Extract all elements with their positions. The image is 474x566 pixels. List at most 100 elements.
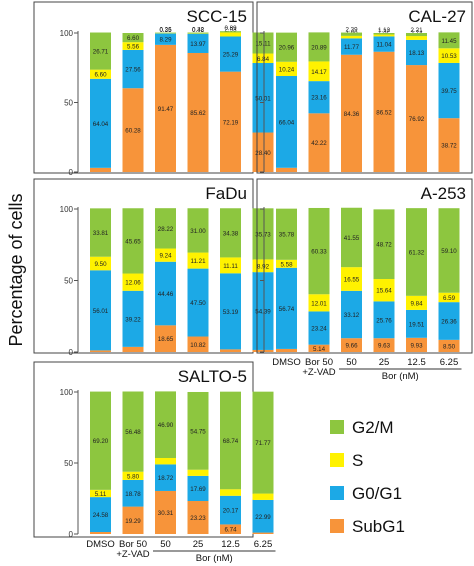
panel-title: SCC-15 bbox=[187, 7, 247, 26]
data-label: 2.93 bbox=[224, 26, 237, 33]
bar-segment-g0-g1 bbox=[220, 273, 241, 350]
data-label: 5.80 bbox=[127, 473, 140, 480]
y-tick-label: 50 bbox=[64, 277, 73, 286]
data-label: 13.97 bbox=[190, 41, 206, 48]
data-label: 48.72 bbox=[376, 242, 392, 249]
bar-segment-g0-g1 bbox=[90, 497, 111, 533]
bar-segment-s bbox=[220, 32, 241, 37]
panel-frame bbox=[256, 178, 473, 354]
data-label: 18.65 bbox=[158, 336, 174, 343]
bar-segment-s bbox=[220, 489, 241, 496]
data-label: 60.28 bbox=[125, 128, 141, 135]
bar-segment-s bbox=[187, 252, 209, 269]
data-label: 35.78 bbox=[279, 232, 295, 239]
bar-segment-s bbox=[187, 469, 209, 476]
bar-segment-s bbox=[308, 61, 330, 82]
bar-segment-g2-m bbox=[187, 391, 209, 470]
bar-segment-s bbox=[438, 48, 460, 63]
x-tick-label: +Z-VAD bbox=[302, 367, 335, 378]
data-label: 72.19 bbox=[223, 119, 239, 126]
bar-segment-g2-m bbox=[406, 208, 427, 296]
bar-segment-g0-g1 bbox=[308, 311, 330, 345]
data-label: 5.14 bbox=[313, 346, 326, 353]
bar-segment-s bbox=[406, 36, 427, 40]
bar-segment-s bbox=[122, 471, 144, 480]
bar-segment-g2-m bbox=[220, 31, 241, 33]
data-label: 9.63 bbox=[378, 343, 391, 350]
data-label: 12.06 bbox=[125, 280, 141, 287]
bar-segment-subg1 bbox=[276, 348, 297, 352]
bar-segment-g0-g1 bbox=[155, 464, 176, 491]
data-label: 23.24 bbox=[311, 326, 327, 333]
data-label: 46.90 bbox=[158, 422, 174, 429]
data-label: 85.62 bbox=[190, 110, 206, 117]
data-label: 69.20 bbox=[93, 438, 109, 445]
data-label: 66.04 bbox=[279, 119, 295, 126]
legend-swatch bbox=[330, 519, 344, 533]
data-label: 39.75 bbox=[441, 88, 457, 95]
bar-segment-s bbox=[122, 42, 144, 50]
data-label: 53.19 bbox=[223, 309, 239, 316]
bar-segment-g2-m bbox=[308, 32, 330, 62]
data-label: 59.10 bbox=[441, 248, 457, 255]
bar-segment-g2-m bbox=[122, 208, 144, 274]
x-tick-label: 6.25 bbox=[440, 357, 459, 368]
data-label: 9.84 bbox=[410, 300, 423, 307]
bar-segment-subg1 bbox=[187, 336, 209, 352]
bar-segment-subg1 bbox=[252, 532, 274, 534]
data-label: 26.36 bbox=[441, 318, 457, 325]
x-tick-label: DMSO bbox=[272, 357, 301, 368]
y-tick-label: 100 bbox=[60, 205, 74, 214]
bar-segment-s bbox=[90, 489, 111, 498]
bar-segment-s bbox=[276, 259, 297, 268]
bar-segment-g0-g1 bbox=[252, 499, 274, 533]
panel-frame bbox=[256, 1, 473, 174]
data-label: 1.12 bbox=[378, 27, 391, 34]
bar-segment-s bbox=[308, 294, 330, 312]
data-label: 20.89 bbox=[311, 44, 327, 51]
bar-segment-subg1 bbox=[341, 338, 362, 352]
bar-segment-g2-m bbox=[90, 391, 111, 490]
bar-segment-g0-g1 bbox=[308, 81, 330, 114]
bar-segment-g0-g1 bbox=[406, 39, 427, 66]
data-label: 11.04 bbox=[376, 42, 392, 49]
data-label: 15.11 bbox=[255, 41, 271, 48]
legend-label: SubG1 bbox=[352, 517, 405, 536]
bar-segment-s bbox=[373, 34, 395, 37]
bar-segment-g0-g1 bbox=[438, 302, 460, 340]
legend: G2/M S G0/G1 SubG1 bbox=[330, 418, 405, 536]
bar-segment-g2-m bbox=[252, 32, 274, 54]
data-label: 25.76 bbox=[376, 317, 392, 324]
bar-segment-subg1 bbox=[187, 501, 209, 534]
y-tick-label: 50 bbox=[64, 459, 73, 468]
data-label: 56.48 bbox=[125, 429, 141, 436]
y-tick-label: 100 bbox=[60, 29, 74, 38]
bar-segment-g2-m bbox=[373, 33, 395, 35]
bar-segment-subg1 bbox=[90, 350, 111, 352]
bar-segment-subg1 bbox=[438, 118, 460, 172]
bar-segment-g2-m bbox=[438, 32, 460, 49]
y-tick-label: 0 bbox=[69, 168, 74, 177]
data-label: 76.92 bbox=[409, 116, 425, 123]
data-label: 15.64 bbox=[376, 288, 392, 295]
data-label: 9.50 bbox=[94, 261, 107, 268]
bar-segment-subg1 bbox=[308, 113, 330, 172]
data-label: 23.16 bbox=[311, 95, 327, 102]
data-label: 35.73 bbox=[255, 231, 271, 238]
x-tick-label: 6.25 bbox=[254, 539, 273, 550]
bar-segment-g0-g1 bbox=[252, 63, 274, 133]
bar-segment-subg1 bbox=[90, 167, 111, 172]
data-label: 45.65 bbox=[125, 238, 141, 245]
bar-segment-s bbox=[252, 259, 274, 273]
bar-segment-subg1 bbox=[406, 337, 427, 352]
bar-segment-g2-m bbox=[276, 208, 297, 260]
data-label: 84.36 bbox=[344, 111, 360, 118]
data-label: 12.01 bbox=[311, 300, 327, 307]
bar-segment-subg1 bbox=[155, 325, 176, 352]
legend-swatch bbox=[330, 486, 344, 500]
bar-segment-g2-m bbox=[341, 32, 362, 36]
data-label: 6.74 bbox=[224, 527, 237, 534]
data-label: 5.11 bbox=[95, 491, 107, 498]
data-label: 20.96 bbox=[279, 45, 295, 52]
